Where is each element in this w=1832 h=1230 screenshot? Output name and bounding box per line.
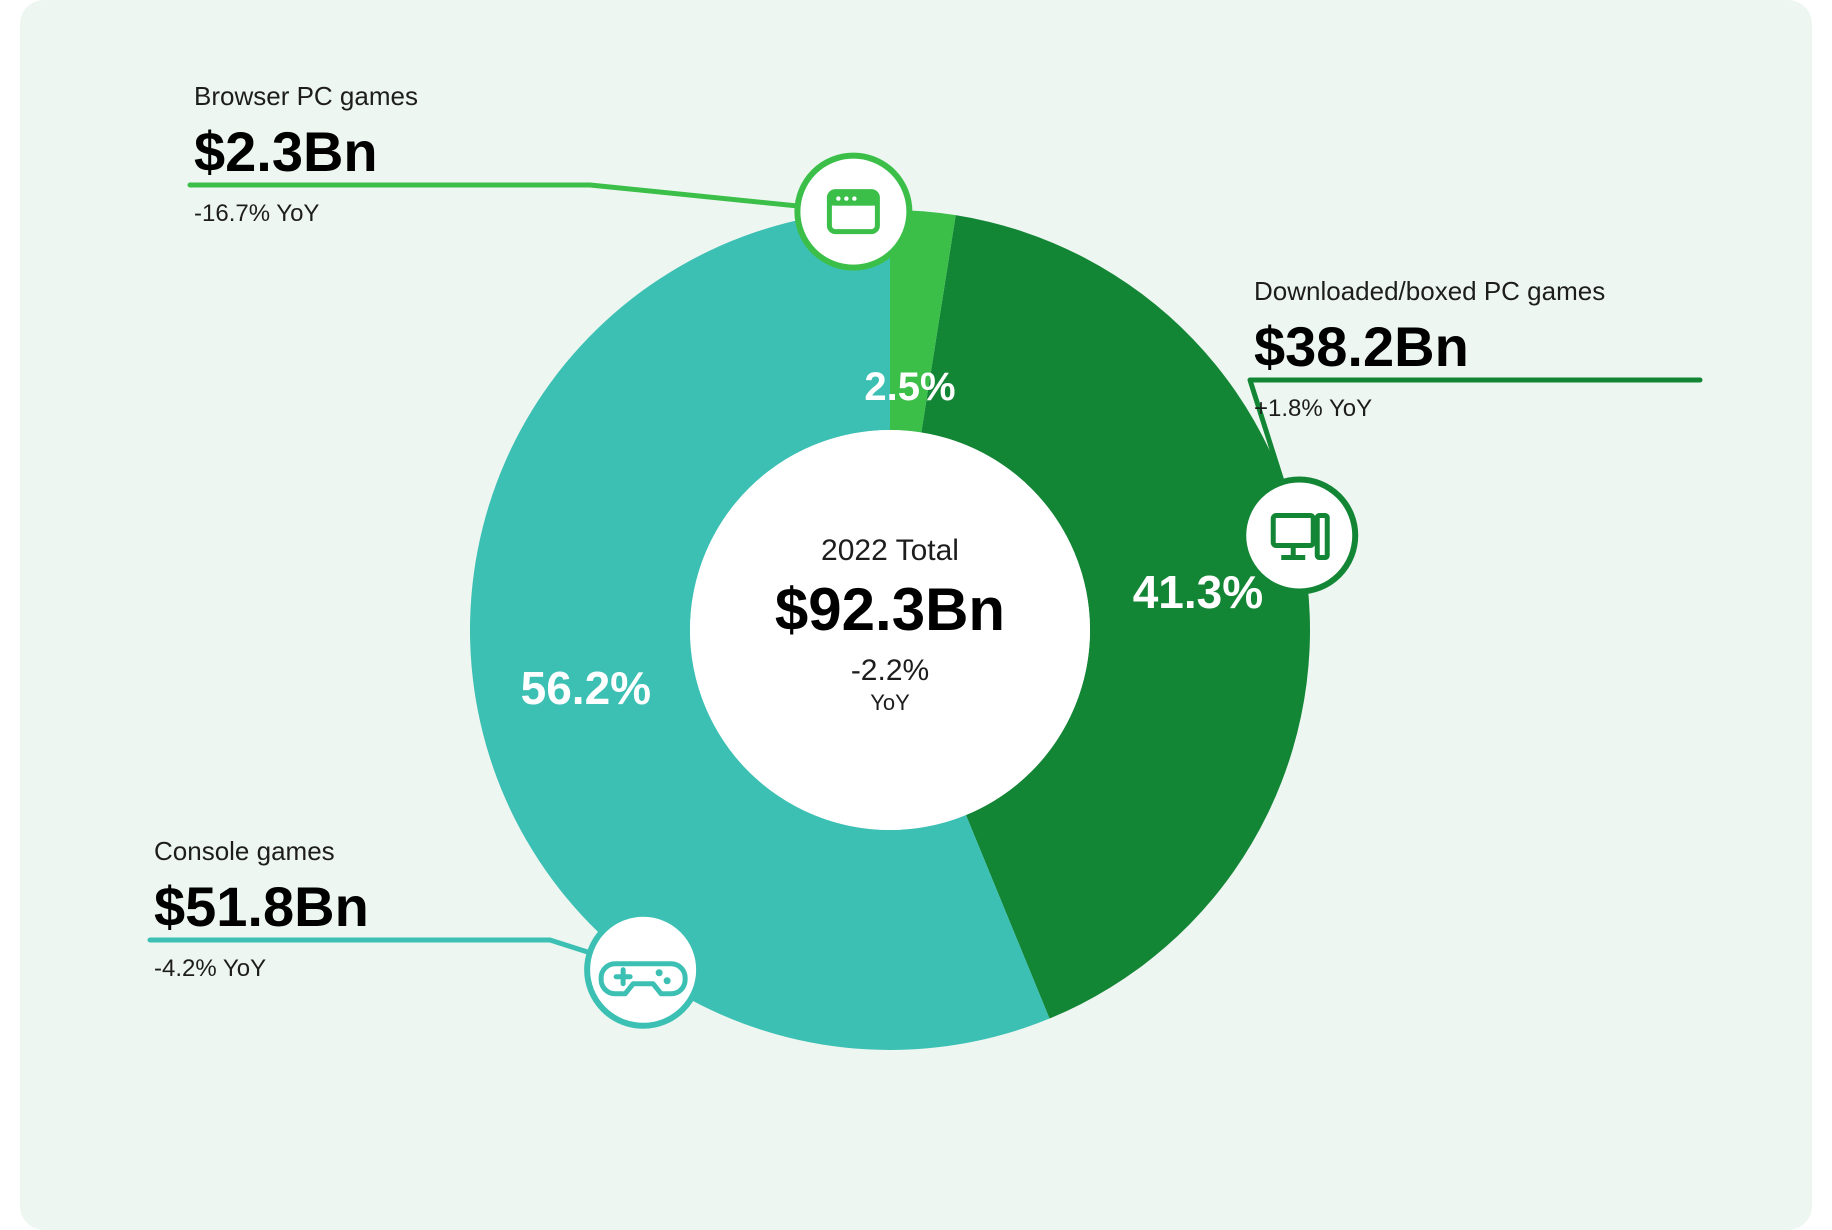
callout-title-downloaded: Downloaded/boxed PC games xyxy=(1254,276,1605,306)
callout-value-console: $51.8Bn xyxy=(154,875,369,938)
badge-browser xyxy=(797,156,909,268)
callout-title-browser: Browser PC games xyxy=(194,81,418,111)
slice-pct-console: 56.2% xyxy=(521,662,651,714)
slice-pct-downloaded: 41.3% xyxy=(1133,566,1263,618)
callout-yoy-console: -4.2% YoY xyxy=(154,955,266,982)
center-yoy-suffix: YoY xyxy=(870,690,910,715)
slice-pct-browser: 2.5% xyxy=(864,365,955,409)
callout-value-browser: $2.3Bn xyxy=(194,120,378,183)
center-yoy: -2.2% xyxy=(851,654,929,687)
callout-yoy-browser: -16.7% YoY xyxy=(194,200,319,227)
badge-downloaded xyxy=(1243,480,1355,592)
center-title: 2022 Total xyxy=(821,534,959,567)
callout-yoy-downloaded: +1.8% YoY xyxy=(1254,395,1372,422)
callout-value-downloaded: $38.2Bn xyxy=(1254,315,1469,378)
donut-chart: 2022 Total $92.3Bn -2.2% YoY 41.3% 56.2% 2.5% D… xyxy=(20,0,1812,1230)
chart-card: 2022 Total $92.3Bn -2.2% YoY 41.3% 56.2% 2.5% D… xyxy=(20,0,1812,1230)
center-value: $92.3Bn xyxy=(775,576,1005,643)
callout-title-console: Console games xyxy=(154,836,335,866)
